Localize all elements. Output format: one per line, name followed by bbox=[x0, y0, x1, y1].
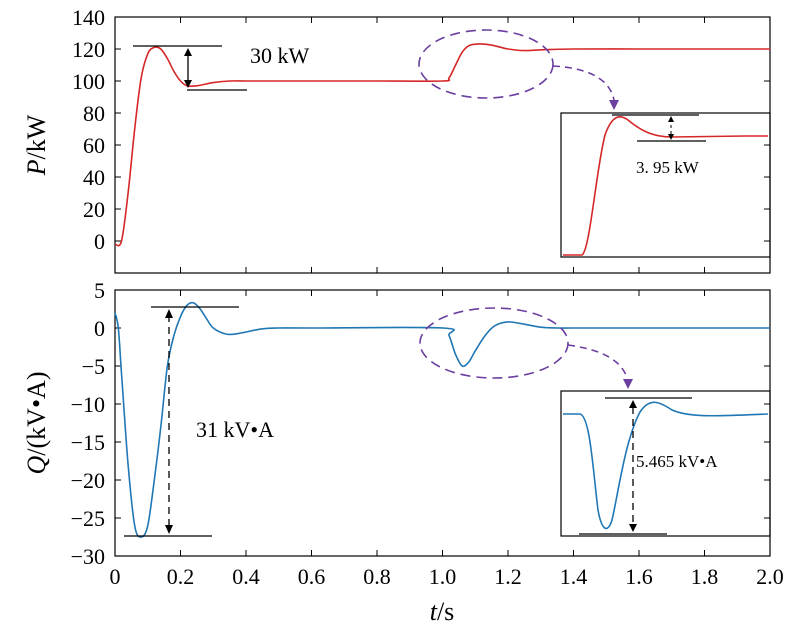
power-arrow-up-icon bbox=[184, 48, 192, 56]
power-y-tick-label: 40 bbox=[83, 165, 105, 190]
reactive-inset-label: 5.465 kV•A bbox=[636, 452, 718, 471]
power-inset-label: 3. 95 kW bbox=[636, 158, 700, 177]
reactive-y-tick-label: −5 bbox=[82, 354, 105, 379]
x-tick-label: 1.0 bbox=[429, 564, 457, 589]
reactive-swing-marker bbox=[124, 306, 239, 537]
power-y-tick-label: 120 bbox=[72, 37, 105, 62]
panel-reactive: 5 0 −5 −10 −15 −20 −25 −30 0 0.2 0.4 0.6 0.8 1.0 1.2 1… bbox=[22, 278, 784, 626]
power-inset-arrow-down-icon bbox=[668, 134, 674, 140]
power-inset-arrow-up-icon bbox=[668, 116, 674, 122]
x-tick-label: 0 bbox=[110, 564, 121, 589]
reactive-y-tick-label: −30 bbox=[71, 544, 105, 569]
x-tick-label: 0.6 bbox=[298, 564, 326, 589]
reactive-arrow-up-icon bbox=[165, 309, 173, 318]
x-tick-label: 2.0 bbox=[756, 564, 784, 589]
reactive-y-tick-label: 0 bbox=[94, 316, 105, 341]
power-x-ticks bbox=[114, 17, 771, 273]
x-tick-label: 0.8 bbox=[363, 564, 391, 589]
reactive-swing-label: 31 kV•A bbox=[196, 417, 274, 442]
power-inset-frame bbox=[560, 112, 771, 258]
reactive-zoom-arrow bbox=[567, 344, 628, 379]
reactive-zoom-ellipse bbox=[419, 307, 569, 379]
reactive-inset: 5.465 kV•A bbox=[560, 390, 771, 537]
reactive-y-tick-label: −20 bbox=[71, 468, 105, 493]
power-y-tick-label: 100 bbox=[72, 69, 105, 94]
reactive-x-ticks: 0 0.2 0.4 0.6 0.8 1.0 1.2 1.4 1.6 1.8 2.0 bbox=[110, 290, 784, 589]
reactive-series-line bbox=[114, 301, 770, 538]
power-arrow-down-icon bbox=[184, 80, 192, 88]
reactive-y-ticks: 5 0 −5 −10 −15 −20 −25 −30 bbox=[71, 278, 770, 569]
power-y-tick-label: 80 bbox=[83, 101, 105, 126]
reactive-y-tick-label: −15 bbox=[71, 430, 105, 455]
power-zoom-ellipse bbox=[418, 29, 554, 99]
reactive-inset-curve bbox=[563, 401, 769, 530]
x-tick-label: 0.2 bbox=[167, 564, 195, 589]
power-y-axis-label: P/kW bbox=[22, 114, 51, 176]
reactive-zoom-arrowhead-icon bbox=[623, 379, 633, 389]
power-zoom-arrow bbox=[552, 65, 615, 101]
power-overshoot-marker bbox=[133, 45, 247, 91]
reactive-inset-arrow-up-icon bbox=[629, 400, 637, 408]
reactive-inset-arrow-down-icon bbox=[629, 524, 637, 532]
power-y-tick-label: 140 bbox=[72, 5, 105, 30]
reactive-y-tick-label: −10 bbox=[71, 392, 105, 417]
power-inset-curve bbox=[563, 116, 768, 256]
panel-power-frame bbox=[114, 16, 771, 274]
power-y-ticks: 0 20 40 60 80 100 120 140 bbox=[72, 5, 770, 254]
reactive-y-tick-label: 5 bbox=[94, 278, 105, 303]
x-tick-label: 1.2 bbox=[494, 564, 522, 589]
x-tick-label: 1.4 bbox=[560, 564, 588, 589]
power-inset: 3. 95 kW bbox=[560, 112, 771, 258]
power-y-tick-label: 60 bbox=[83, 133, 105, 158]
x-tick-label: 1.8 bbox=[691, 564, 719, 589]
panel-power: 0 20 40 60 80 100 120 140 30 kW 3. 95 kW bbox=[22, 5, 771, 274]
power-overshoot-label: 30 kW bbox=[250, 43, 310, 68]
reactive-y-tick-label: −25 bbox=[71, 506, 105, 531]
power-zoom-arrowhead-icon bbox=[609, 100, 619, 110]
power-y-tick-label: 0 bbox=[94, 229, 105, 254]
reactive-y-axis-label: Q/(kV•A) bbox=[22, 372, 51, 475]
x-axis-label: t/s bbox=[430, 597, 455, 626]
x-tick-label: 1.6 bbox=[625, 564, 653, 589]
power-series-line bbox=[114, 43, 770, 247]
power-y-tick-label: 20 bbox=[83, 197, 105, 222]
reactive-arrow-down-icon bbox=[165, 525, 173, 534]
reactive-inset-frame bbox=[560, 390, 771, 537]
x-tick-label: 0.4 bbox=[232, 564, 260, 589]
